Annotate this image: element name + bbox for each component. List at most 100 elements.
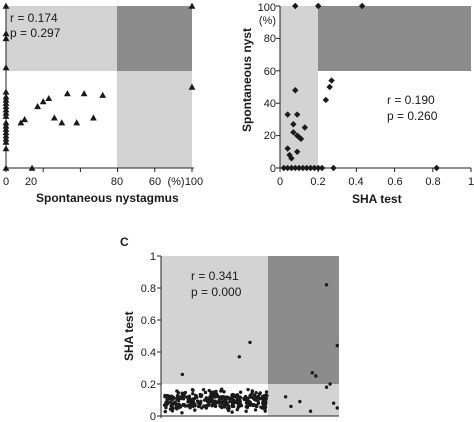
data-point [284,145,291,152]
data-point [324,283,329,287]
panel-a-x-tick-0: 0 [3,176,9,188]
data-point [262,403,267,408]
data-point [222,390,226,394]
data-point [2,138,10,145]
data-point [238,396,242,401]
data-point [212,393,216,397]
data-point [330,164,337,172]
data-point [63,90,71,97]
data-point [292,164,299,172]
data-point [297,135,305,143]
data-point [2,145,10,152]
data-point [176,394,180,398]
panel-a-x-tick-100: 100 [185,176,203,188]
data-point [2,103,10,110]
data-point [252,393,257,398]
data-point [188,83,196,90]
panel-b-y-tick-100: 100 [258,2,276,14]
data-point [2,132,10,139]
data-point [199,394,203,399]
data-point [177,405,181,410]
data-point [182,392,186,397]
data-point [253,408,258,412]
data-point [318,164,326,172]
data-point [230,410,234,414]
data-point [200,406,204,410]
data-point [245,403,250,408]
data-point [73,119,81,126]
panel-b-chart: 100 (%) 80 60 40 20 0 0 0.2 0.4 0.6 0.8 … [240,2,474,206]
panel-a-r-value: r = 0.174 [10,11,58,25]
data-point [289,404,293,409]
data-point [209,391,213,396]
data-point [328,77,335,84]
data-point [198,401,203,406]
data-point [205,403,210,408]
data-point [185,404,190,408]
data-point [2,99,10,106]
data-point [169,394,174,398]
data-point [358,2,366,10]
panel-b-y-unit: (%) [259,15,276,27]
data-point [328,382,332,386]
data-point [331,401,336,405]
data-point [2,93,10,100]
data-point [197,404,201,409]
data-point [292,87,299,94]
data-point [177,402,181,406]
data-point [259,405,263,409]
data-point [288,155,295,162]
panel-a-x-axis-label: Spontaneous nystagmus [36,191,179,205]
data-point [283,395,288,399]
panel-a-x-tick-60: 80 [111,176,123,188]
data-point [263,407,267,411]
data-point [250,389,255,393]
data-point [165,394,169,398]
data-point [213,399,217,403]
data-point [215,394,220,399]
panel-c-y-tick-0: 0 [150,411,156,422]
data-point [17,119,25,126]
data-point [222,405,227,409]
panel-a-x-tick-unit: (%) [167,176,184,188]
data-point [2,30,10,37]
data-point [307,164,314,172]
panel-a-chart: 0 20 80 60 (%) 100 Spontaneous nystagmus… [2,2,203,205]
data-point [175,389,179,393]
data-point [264,393,268,397]
data-point [253,398,258,402]
data-point [58,119,66,126]
data-point [207,388,211,393]
data-point [201,387,206,392]
panel-b-y-tick-40: 40 [264,98,276,110]
panel-b-r-value: r = 0.190 [387,93,435,107]
data-point [2,164,10,171]
data-point [235,393,240,397]
data-point [205,399,210,403]
data-point [326,83,333,91]
data-point [231,404,235,408]
data-point [308,409,313,413]
data-point [193,404,197,408]
data-point [169,403,174,407]
data-point [260,401,265,405]
data-point [2,109,10,116]
data-point [2,2,10,9]
data-point [254,403,259,408]
data-point [191,388,195,392]
panel-b-dark-region [318,6,471,71]
data-point [213,402,217,407]
data-point [2,128,10,136]
data-point [180,372,185,377]
data-point [311,164,318,172]
data-point [293,111,301,118]
panel-b-x-tick-0.6: 0.6 [387,176,402,188]
data-point [290,129,297,136]
data-point [230,396,235,400]
data-point [251,403,256,408]
panel-c-dark-region [268,256,339,384]
data-point [188,404,192,408]
data-point [288,164,295,172]
data-point [170,397,174,402]
